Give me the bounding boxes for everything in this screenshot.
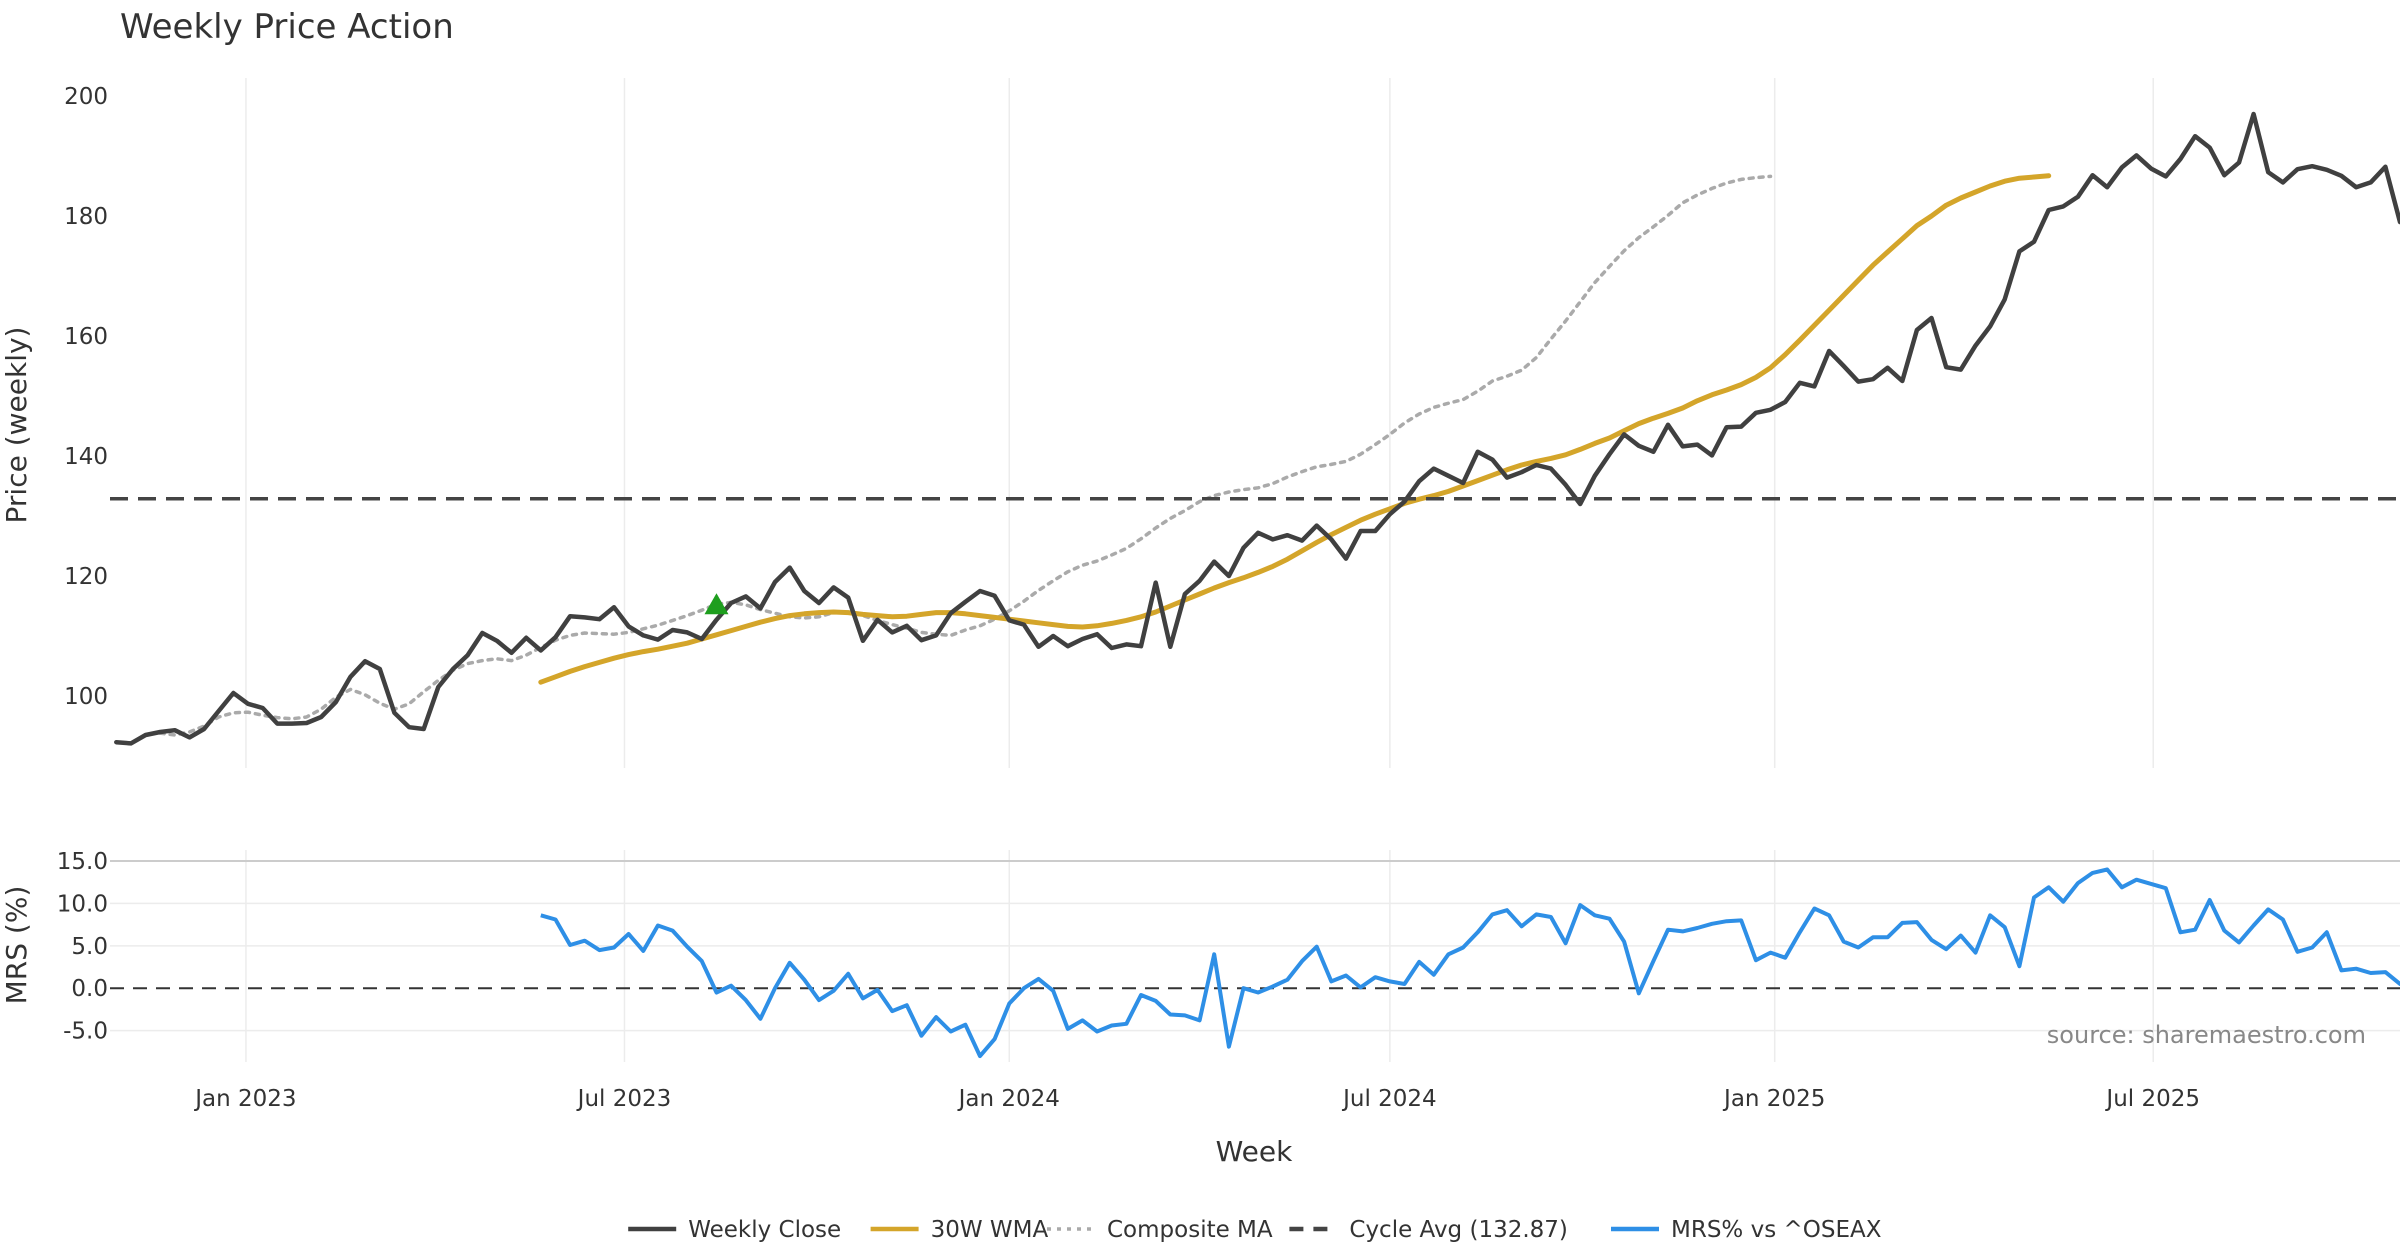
price-y-tick-100: 100 xyxy=(64,684,108,710)
x-tick-jul-2023: Jul 2023 xyxy=(576,1086,672,1112)
series-weekly-close xyxy=(114,111,2400,746)
price-series xyxy=(110,111,2400,746)
mrs-y-axis-label: MRS (%) xyxy=(0,886,33,1005)
series-30w-wma xyxy=(538,173,2052,685)
legend: Weekly Close 30W WMA Composite MA Cycle Avg… xyxy=(628,1217,1882,1243)
mrs-y-tick-5-0: -5.0 xyxy=(63,1019,108,1045)
x-axis-label: Week xyxy=(1216,1135,1293,1168)
legend-label-weekly-close: Weekly Close xyxy=(688,1217,841,1243)
x-tick-jan-2024: Jan 2024 xyxy=(957,1086,1060,1112)
price-y-tick-160: 160 xyxy=(64,324,108,350)
x-tick-jan-2023: Jan 2023 xyxy=(193,1086,296,1112)
price-y-tick-120: 120 xyxy=(64,564,108,590)
series-composite-ma xyxy=(158,174,1773,737)
mrs-y-ticks: 15.0 10.0 5.0 0.0 -5.0 xyxy=(57,849,108,1045)
mrs-y-tick-10-0: 10.0 xyxy=(57,891,108,917)
mrs-y-tick-0-0: 0.0 xyxy=(71,976,108,1002)
mrs-series xyxy=(110,867,2400,1059)
source-annotation: source: sharemaestro.com xyxy=(2047,1021,2366,1049)
x-tick-jul-2024: Jul 2024 xyxy=(1341,1086,1437,1112)
price-y-tick-200: 200 xyxy=(64,84,108,110)
mrs-y-tick-5-0: 5.0 xyxy=(71,934,108,960)
x-tick-jul-2025: Jul 2025 xyxy=(2104,1086,2200,1112)
mrs-y-tick-15-0: 15.0 xyxy=(57,849,108,875)
legend-label-mrs-vs-oseax: MRS% vs ^OSEAX xyxy=(1671,1217,1882,1243)
price-y-axis-label: Price (weekly) xyxy=(0,327,33,524)
price-y-ticks: 100 120 140 160 180 200 xyxy=(64,84,108,710)
x-ticks: Jan 2023 Jul 2023 Jan 2024 Jul 2024 Jan 2025… xyxy=(193,1086,2200,1112)
chart-title: Weekly Price Action xyxy=(120,7,454,47)
price-y-tick-180: 180 xyxy=(64,204,108,230)
series-mrs-vs-oseax xyxy=(540,867,2400,1059)
legend-label-composite-ma: Composite MA xyxy=(1107,1217,1273,1243)
x-tick-jan-2025: Jan 2025 xyxy=(1722,1086,1825,1112)
legend-label-30w-wma: 30W WMA xyxy=(931,1217,1049,1243)
price-y-tick-140: 140 xyxy=(64,444,108,470)
signal-marker xyxy=(704,593,729,615)
legend-label-cycle-avg-132-87: Cycle Avg (132.87) xyxy=(1349,1217,1568,1243)
price-grid xyxy=(245,78,2154,768)
